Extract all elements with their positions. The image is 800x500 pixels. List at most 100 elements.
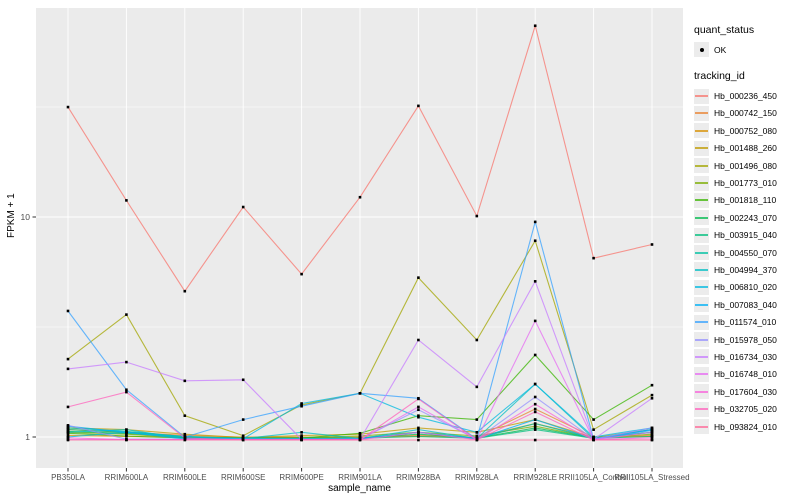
data-point bbox=[533, 239, 537, 243]
data-point bbox=[66, 428, 70, 431]
data-point bbox=[183, 436, 187, 440]
data-point bbox=[66, 405, 70, 409]
legend-item: Hb_001818_110 bbox=[694, 192, 798, 209]
legend-item-label: Hb_016748_010 bbox=[714, 369, 777, 380]
legend-item: Hb_017604_030 bbox=[694, 383, 798, 400]
data-point bbox=[125, 360, 128, 364]
data-point bbox=[533, 424, 537, 428]
data-point bbox=[358, 434, 362, 438]
legend-item-label: Hb_007083_040 bbox=[714, 299, 777, 310]
series-color-key bbox=[694, 279, 709, 295]
data-point bbox=[66, 426, 70, 430]
data-point bbox=[125, 390, 128, 394]
plot-panel bbox=[36, 8, 683, 468]
legend-item-label: Hb_001818_110 bbox=[714, 195, 777, 206]
series-color-key bbox=[694, 192, 709, 208]
line-swatch-icon bbox=[695, 95, 708, 98]
legend-item: Hb_004550_070 bbox=[694, 244, 798, 261]
line-swatch-icon bbox=[695, 147, 708, 150]
x-axis-title: sample_name bbox=[328, 483, 391, 494]
data-point bbox=[125, 428, 128, 431]
x-tick-label: RRIM600PE bbox=[279, 473, 323, 482]
data-point bbox=[475, 431, 479, 434]
data-point bbox=[650, 431, 654, 434]
data-point bbox=[650, 396, 654, 400]
data-point bbox=[358, 195, 362, 199]
legend-item-label: Hb_004994_370 bbox=[714, 264, 777, 275]
data-point bbox=[417, 408, 420, 412]
legend-item: Hb_015978_050 bbox=[694, 331, 798, 348]
legend-item-label: OK bbox=[714, 44, 727, 55]
data-point bbox=[475, 214, 479, 218]
data-point bbox=[183, 414, 187, 417]
series-color-key bbox=[694, 349, 709, 365]
data-point bbox=[417, 426, 420, 430]
data-point bbox=[533, 428, 537, 431]
data-point bbox=[533, 402, 537, 406]
line-swatch-icon bbox=[695, 251, 708, 254]
data-point bbox=[592, 256, 595, 260]
legend-item-label: Hb_017604_030 bbox=[714, 386, 777, 397]
data-point bbox=[417, 428, 420, 431]
data-point bbox=[533, 407, 537, 411]
series-color-key bbox=[694, 314, 709, 330]
data-point bbox=[592, 438, 595, 442]
line-swatch-icon bbox=[695, 408, 708, 411]
series-color-key bbox=[694, 297, 709, 313]
data-point bbox=[300, 438, 303, 442]
data-point bbox=[417, 276, 420, 279]
data-point bbox=[417, 397, 420, 401]
data-point bbox=[183, 289, 187, 293]
data-point bbox=[358, 431, 362, 435]
data-point bbox=[533, 220, 537, 224]
data-point bbox=[66, 105, 70, 109]
data-point bbox=[66, 424, 70, 427]
data-point bbox=[300, 404, 303, 408]
data-point bbox=[650, 393, 654, 397]
x-tick-label: RRIM600SE bbox=[221, 473, 265, 482]
line-swatch-icon bbox=[695, 286, 708, 289]
data-point bbox=[241, 205, 245, 209]
data-point bbox=[650, 426, 654, 430]
legend-item-label: Hb_004550_070 bbox=[714, 247, 777, 258]
x-tick-label: RRIM928LA bbox=[455, 473, 499, 482]
data-point bbox=[533, 382, 537, 386]
legend-item-label: Hb_001488_260 bbox=[714, 143, 777, 154]
legend-item: Hb_004994_370 bbox=[694, 261, 798, 278]
line-swatch-icon bbox=[695, 216, 708, 219]
legend: quant_status OK tracking_id Hb_000236_45… bbox=[694, 24, 798, 435]
data-point bbox=[417, 104, 420, 108]
legend-item: Hb_000742_150 bbox=[694, 105, 798, 122]
series-color-key bbox=[694, 105, 709, 121]
y-tick-label: 1 bbox=[25, 432, 30, 442]
legend-item-label: Hb_011574_010 bbox=[714, 317, 777, 328]
x-tick-label: RRIM928LE bbox=[513, 473, 557, 482]
series-color-key bbox=[694, 140, 709, 156]
data-point bbox=[650, 436, 654, 440]
series-color-key bbox=[694, 366, 709, 382]
data-point bbox=[475, 434, 479, 438]
data-point bbox=[66, 436, 70, 440]
x-tick-label: RRII105LA_Control bbox=[559, 473, 629, 482]
legend-item-label: Hb_032705_020 bbox=[714, 404, 777, 415]
legend-item-label: Hb_001496_080 bbox=[714, 160, 777, 171]
data-point bbox=[241, 438, 245, 442]
data-point bbox=[533, 280, 537, 283]
legend-item-label: Hb_000742_150 bbox=[714, 108, 777, 119]
data-point bbox=[125, 313, 128, 316]
y-axis-title: FPKM + 1 bbox=[6, 193, 17, 238]
data-point bbox=[300, 434, 303, 437]
legend-item-label: Hb_001773_010 bbox=[714, 178, 777, 189]
line-swatch-icon bbox=[695, 268, 708, 271]
data-point bbox=[650, 435, 654, 438]
data-point bbox=[241, 378, 245, 382]
legend-tracking-id-title: tracking_id bbox=[694, 70, 745, 83]
line-swatch-icon bbox=[695, 303, 708, 306]
data-point bbox=[66, 431, 70, 434]
series-color-key bbox=[694, 123, 709, 139]
series-color-key bbox=[694, 227, 709, 243]
line-swatch-icon bbox=[695, 164, 708, 167]
data-point bbox=[417, 414, 420, 417]
x-tick-label: RRIM600LE bbox=[163, 473, 207, 482]
